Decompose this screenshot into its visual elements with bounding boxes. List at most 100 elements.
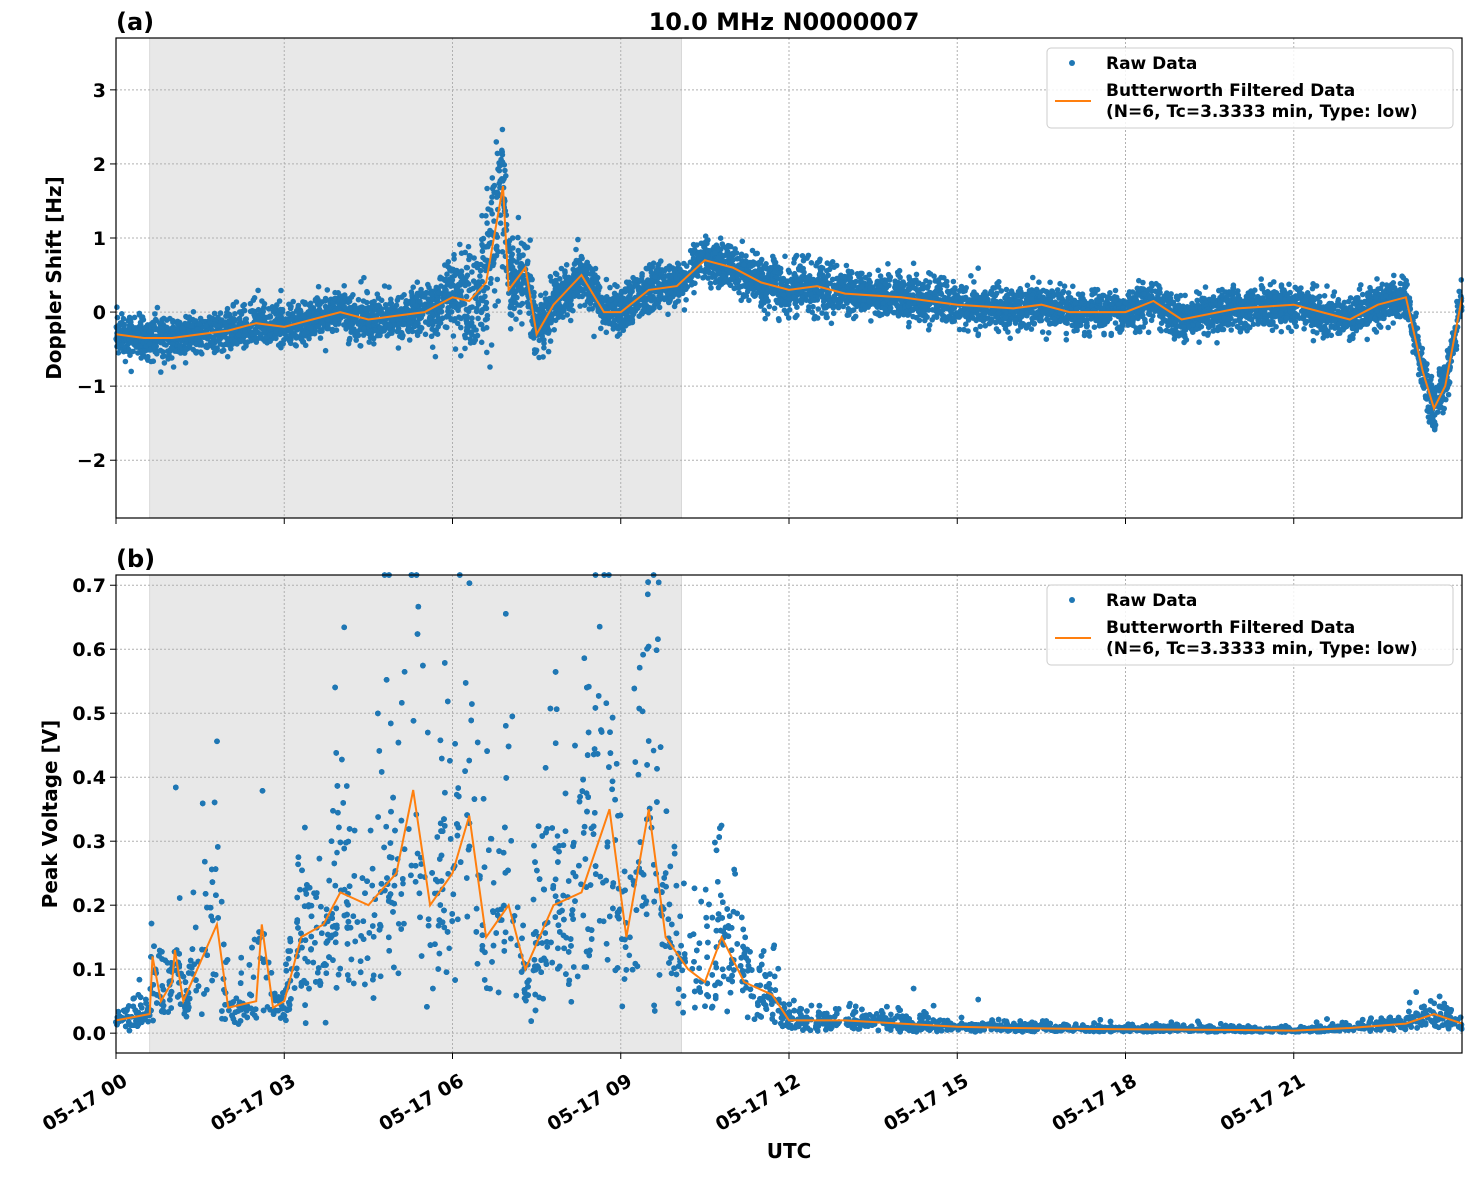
raw-data-point [384, 333, 390, 339]
raw-data-point [941, 275, 947, 281]
raw-data-point [829, 321, 835, 327]
raw-data-point [494, 139, 500, 145]
raw-data-point [1101, 331, 1107, 337]
raw-data-point [483, 213, 489, 219]
raw-data-point [569, 302, 575, 308]
raw-data-point [1044, 336, 1050, 342]
raw-data-point [1391, 280, 1397, 286]
raw-data-point [492, 288, 498, 294]
raw-data-point [1424, 396, 1430, 402]
raw-data-point [553, 271, 559, 277]
raw-data-point [189, 323, 195, 329]
raw-data-point [355, 332, 361, 338]
raw-data-point [1136, 278, 1142, 284]
raw-data-point [464, 294, 470, 300]
raw-data-point [914, 272, 920, 278]
raw-data-point [1141, 324, 1147, 330]
raw-data-point [1348, 304, 1354, 310]
raw-data-point [353, 337, 359, 343]
raw-data-point [1279, 329, 1285, 335]
raw-data-point [927, 322, 933, 328]
raw-data-point [1159, 320, 1165, 326]
raw-data-point [1047, 280, 1053, 286]
raw-data-point [457, 242, 463, 248]
raw-data-point [888, 305, 894, 311]
raw-data-point [570, 308, 576, 314]
raw-data-point [169, 355, 175, 361]
raw-data-point [1437, 366, 1443, 372]
raw-data-point [223, 324, 229, 330]
raw-data-point [508, 311, 514, 317]
raw-data-point [1301, 326, 1307, 332]
raw-data-point [520, 252, 526, 258]
raw-data-point [475, 316, 481, 322]
raw-data-point [1314, 283, 1320, 289]
raw-data-point [356, 297, 362, 303]
raw-data-point [617, 331, 623, 337]
raw-data-point [1038, 316, 1044, 322]
raw-data-point [577, 303, 583, 309]
raw-data-point [882, 306, 888, 312]
raw-data-point [944, 283, 950, 289]
raw-data-point [1456, 289, 1462, 295]
raw-data-point [489, 211, 495, 217]
raw-data-point [938, 282, 944, 288]
raw-data-point [445, 305, 451, 311]
raw-data-point [1421, 385, 1427, 391]
raw-data-point [459, 275, 465, 281]
raw-data-point [738, 298, 744, 304]
raw-data-point [465, 273, 471, 279]
raw-data-point [1066, 290, 1072, 296]
raw-data-point [1064, 337, 1070, 343]
raw-data-point [1018, 293, 1024, 299]
raw-data-point [262, 301, 268, 307]
raw-data-point [502, 168, 508, 174]
raw-data-point [806, 304, 812, 310]
raw-data-point [248, 301, 254, 307]
raw-data-point [1374, 329, 1380, 335]
y-tick-label: −1 [77, 376, 106, 398]
raw-data-point [183, 360, 189, 366]
raw-data-point [983, 323, 989, 329]
raw-data-point [515, 235, 521, 241]
raw-data-point [453, 346, 459, 352]
raw-data-point [364, 289, 370, 295]
raw-data-point [765, 311, 771, 317]
y-tick-label: −2 [77, 450, 106, 472]
raw-data-point [740, 239, 746, 245]
raw-data-point [433, 354, 439, 360]
raw-data-point [489, 200, 495, 206]
raw-data-point [226, 342, 232, 348]
raw-data-point [302, 300, 308, 306]
raw-data-point [926, 327, 932, 333]
raw-data-point [708, 285, 714, 291]
raw-data-point [493, 246, 499, 252]
raw-data-point [537, 338, 543, 344]
raw-data-point [484, 186, 490, 192]
raw-data-point [831, 311, 837, 317]
raw-data-point [442, 262, 448, 268]
raw-data-point [1293, 324, 1299, 330]
raw-data-point [240, 303, 246, 309]
raw-data-point [219, 348, 225, 354]
y-tick-label: 2 [93, 154, 106, 176]
raw-data-point [479, 237, 485, 243]
raw-data-point [1214, 340, 1220, 346]
raw-data-point [692, 281, 698, 287]
raw-data-point [484, 220, 490, 226]
raw-data-point [1030, 275, 1036, 281]
raw-data-point [1036, 279, 1042, 285]
raw-data-point [341, 283, 347, 289]
raw-data-point [151, 358, 157, 364]
raw-data-point [816, 306, 822, 312]
raw-data-point [478, 268, 484, 274]
raw-data-point [885, 261, 891, 267]
raw-data-point [1332, 318, 1338, 324]
raw-data-point [1390, 320, 1396, 326]
raw-data-point [541, 341, 547, 347]
raw-data-point [1286, 282, 1292, 288]
raw-data-point [776, 318, 782, 324]
raw-data-point [1228, 327, 1234, 333]
raw-data-point [114, 304, 120, 310]
raw-data-point [1046, 330, 1052, 336]
